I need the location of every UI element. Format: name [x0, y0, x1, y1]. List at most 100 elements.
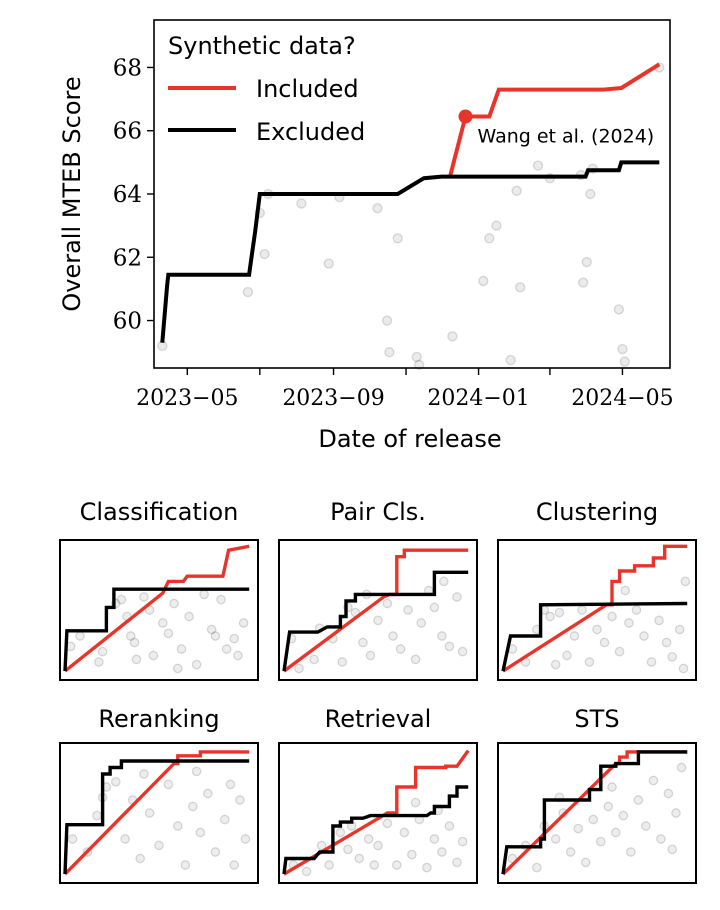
scatter-point: [259, 248, 270, 260]
y-tick-label: 64: [113, 182, 142, 208]
panel-line-excluded: [501, 601, 688, 672]
scatter-point: [323, 258, 334, 269]
panel-scatter-point: [588, 814, 599, 825]
panel-scatter-point: [554, 607, 565, 618]
scatter-point: [505, 354, 516, 366]
panel-scatter-point: [343, 844, 353, 855]
panel-scatter-point: [531, 862, 542, 873]
scatter-point: [372, 203, 383, 214]
x-tick-label: 2024−05: [571, 386, 673, 411]
main-scatter: [157, 62, 665, 371]
y-tick-label: 60: [113, 309, 142, 335]
panel-scatter-point: [238, 618, 249, 628]
panel-scatter-point: [444, 821, 455, 831]
scatter-point: [491, 220, 502, 231]
panel-scatter-point: [584, 657, 595, 667]
legend-label-included: Included: [256, 75, 359, 103]
panel-scatter-point: [180, 860, 191, 870]
panel-scatter-point: [639, 631, 649, 641]
panel-scatter-point: [335, 827, 346, 838]
scatter-point: [411, 351, 422, 363]
scatter-point: [413, 359, 425, 371]
panel-scatter-point: [416, 618, 427, 628]
panel-scatter-point: [154, 840, 164, 851]
scatter-point: [157, 340, 168, 352]
panel-scatter-point: [120, 834, 131, 844]
annotation-label: Wang et al. (2024): [478, 125, 655, 147]
scatter-point: [514, 282, 526, 293]
panel-scatter-point: [229, 860, 240, 870]
panel-scatter-point: [437, 847, 447, 857]
panel-line-excluded: [282, 570, 469, 672]
panel-scatter-point: [631, 605, 642, 615]
small-multiples: Classification Pair Cls. Clustering Reranki…: [59, 498, 697, 884]
panel-scatter-point: [429, 834, 440, 844]
scatter-point: [511, 185, 522, 197]
panel-scatter-point: [110, 776, 121, 787]
panel-scatter-point: [438, 576, 449, 587]
panel-scatter-point: [641, 821, 651, 831]
panel-scatter-point: [191, 659, 202, 670]
scatter-point: [484, 233, 495, 244]
scatter-point: [392, 233, 403, 244]
panel-scatter-point: [444, 641, 455, 652]
panel-retrieval: Retrieval: [278, 705, 478, 884]
panel-scatter-point: [678, 663, 689, 674]
panel-title: Retrieval: [325, 705, 432, 733]
panel-scatter-point: [607, 611, 617, 622]
panel-scatter-point: [671, 808, 681, 818]
panel-scatter-point: [163, 779, 174, 790]
panel-scatter-point: [577, 605, 587, 615]
panel-clustering: Clustering: [497, 498, 697, 681]
panel-scatter-point: [599, 637, 610, 648]
x-tick-label: 2023−05: [136, 386, 238, 411]
scatter-point: [585, 188, 596, 200]
y-tick-label: 68: [113, 55, 142, 81]
panel-line-included: [283, 749, 470, 876]
panel-scatter-point: [163, 628, 174, 639]
panel-scatter-point: [654, 615, 664, 626]
panel-scatter-point: [550, 834, 561, 844]
panel-scatter-point: [580, 857, 591, 868]
panel-scatter-point: [457, 646, 468, 657]
panel-line-excluded: [63, 587, 250, 672]
panel-reranking: Reranking: [59, 705, 259, 884]
panel-frame: [59, 539, 259, 681]
y-tick-label: 62: [113, 245, 142, 271]
panel-scatter-point: [656, 834, 666, 844]
panel-scatter-point: [545, 611, 555, 622]
panel-scatter-point: [573, 823, 584, 834]
panel-scatter-point: [176, 644, 187, 654]
panel-scatter-point: [403, 605, 413, 615]
panel-title: STS: [574, 705, 619, 733]
panel-scatter-point: [676, 762, 687, 773]
panel-scatter-point: [187, 801, 198, 812]
panel-frame: [278, 742, 478, 884]
panel-frame: [278, 539, 478, 681]
panel-scatter-point: [382, 598, 393, 609]
panel-scatter-point: [373, 615, 383, 626]
panel-frame: [59, 742, 259, 884]
scatter-point: [617, 343, 628, 355]
scatter-point: [447, 331, 458, 342]
panel-frame: [497, 742, 697, 884]
panel-scatter-point: [363, 834, 374, 844]
panel-scatter-point: [452, 592, 462, 602]
panel-scatter-point: [550, 659, 561, 670]
panel-scatter-point: [203, 788, 213, 799]
panel-scatter-point: [667, 651, 678, 662]
panel-scatter-point: [93, 657, 104, 667]
panel-scatter-point: [610, 827, 621, 838]
scatter-point: [242, 286, 254, 298]
panel-scatter-point: [324, 860, 334, 870]
panel-frame: [497, 539, 697, 681]
scatter-point: [619, 356, 631, 367]
panel-scatter-point: [395, 644, 406, 654]
panel-scatter-point: [354, 853, 365, 864]
panel-scatter-point: [663, 788, 674, 799]
panel-scatter-point: [624, 618, 634, 628]
panel-scatter-point: [67, 834, 78, 844]
y-tick-label: 66: [113, 119, 142, 145]
panel-scatter-point: [135, 853, 146, 864]
